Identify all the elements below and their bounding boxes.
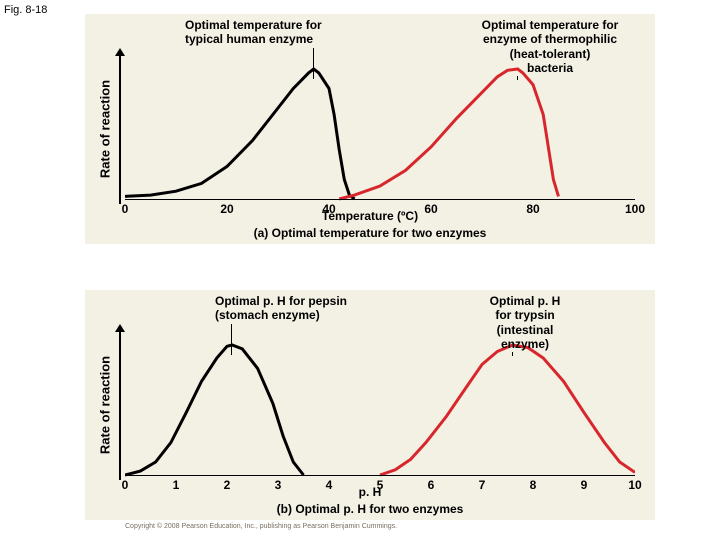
- x-tick-label: 8: [530, 478, 537, 492]
- x-tick-label: 60: [424, 202, 437, 216]
- panel-b: Rate of reaction p. H (b) Optimal p. H f…: [85, 290, 655, 520]
- caption-a: (a) Optimal temperature for two enzymes: [85, 226, 655, 240]
- curve-0: [125, 345, 304, 475]
- y-axis-label-b: Rate of reaction: [98, 356, 113, 454]
- curve-0: [125, 69, 355, 199]
- figure-label: Fig. 8-18: [4, 4, 47, 16]
- y-axis-label-a: Rate of reaction: [98, 80, 113, 178]
- x-tick-label: 0: [122, 202, 129, 216]
- x-tick-label: 10: [628, 478, 641, 492]
- copyright-text: Copyright © 2008 Pearson Education, Inc.…: [125, 523, 397, 530]
- curve-1: [339, 69, 558, 199]
- curve-1: [380, 345, 635, 475]
- caption-b: (b) Optimal p. H for two enzymes: [85, 502, 655, 516]
- x-tick-label: 100: [625, 202, 645, 216]
- panel-a: Rate of reaction Temperature (ºC) (a) Op…: [85, 14, 655, 244]
- x-tick-label: 3: [275, 478, 282, 492]
- y-arrow-a: [119, 54, 121, 204]
- x-tick-label: 80: [526, 202, 539, 216]
- x-tick-label: 6: [428, 478, 435, 492]
- leader-line: [231, 324, 232, 355]
- x-tick-label: 40: [322, 202, 335, 216]
- annotation-panel_a-0: Optimal temperature fortypical human enz…: [185, 18, 395, 47]
- x-axis-line: [125, 199, 635, 200]
- x-tick-label: 7: [479, 478, 486, 492]
- x-tick-label: 2: [224, 478, 231, 492]
- x-axis-label-a: Temperature (ºC): [322, 209, 418, 223]
- x-tick-label: 4: [326, 478, 333, 492]
- x-axis-line: [125, 475, 635, 476]
- leader-line: [517, 76, 518, 80]
- x-tick-label: 1: [173, 478, 180, 492]
- x-tick-label: 9: [581, 478, 588, 492]
- x-tick-label: 20: [220, 202, 233, 216]
- leader-line: [512, 352, 513, 356]
- x-tick-label: 0: [122, 478, 129, 492]
- annotation-panel_b-0: Optimal p. H for pepsin(stomach enzyme): [215, 294, 415, 323]
- y-arrow-b: [119, 330, 121, 480]
- x-tick-label: 5: [377, 478, 384, 492]
- annotation-panel_b-1: Optimal p. Hfor trypsin(intestinalenzyme…: [455, 294, 595, 352]
- leader-line: [313, 48, 314, 79]
- annotation-panel_a-1: Optimal temperature forenzyme of thermop…: [445, 18, 655, 76]
